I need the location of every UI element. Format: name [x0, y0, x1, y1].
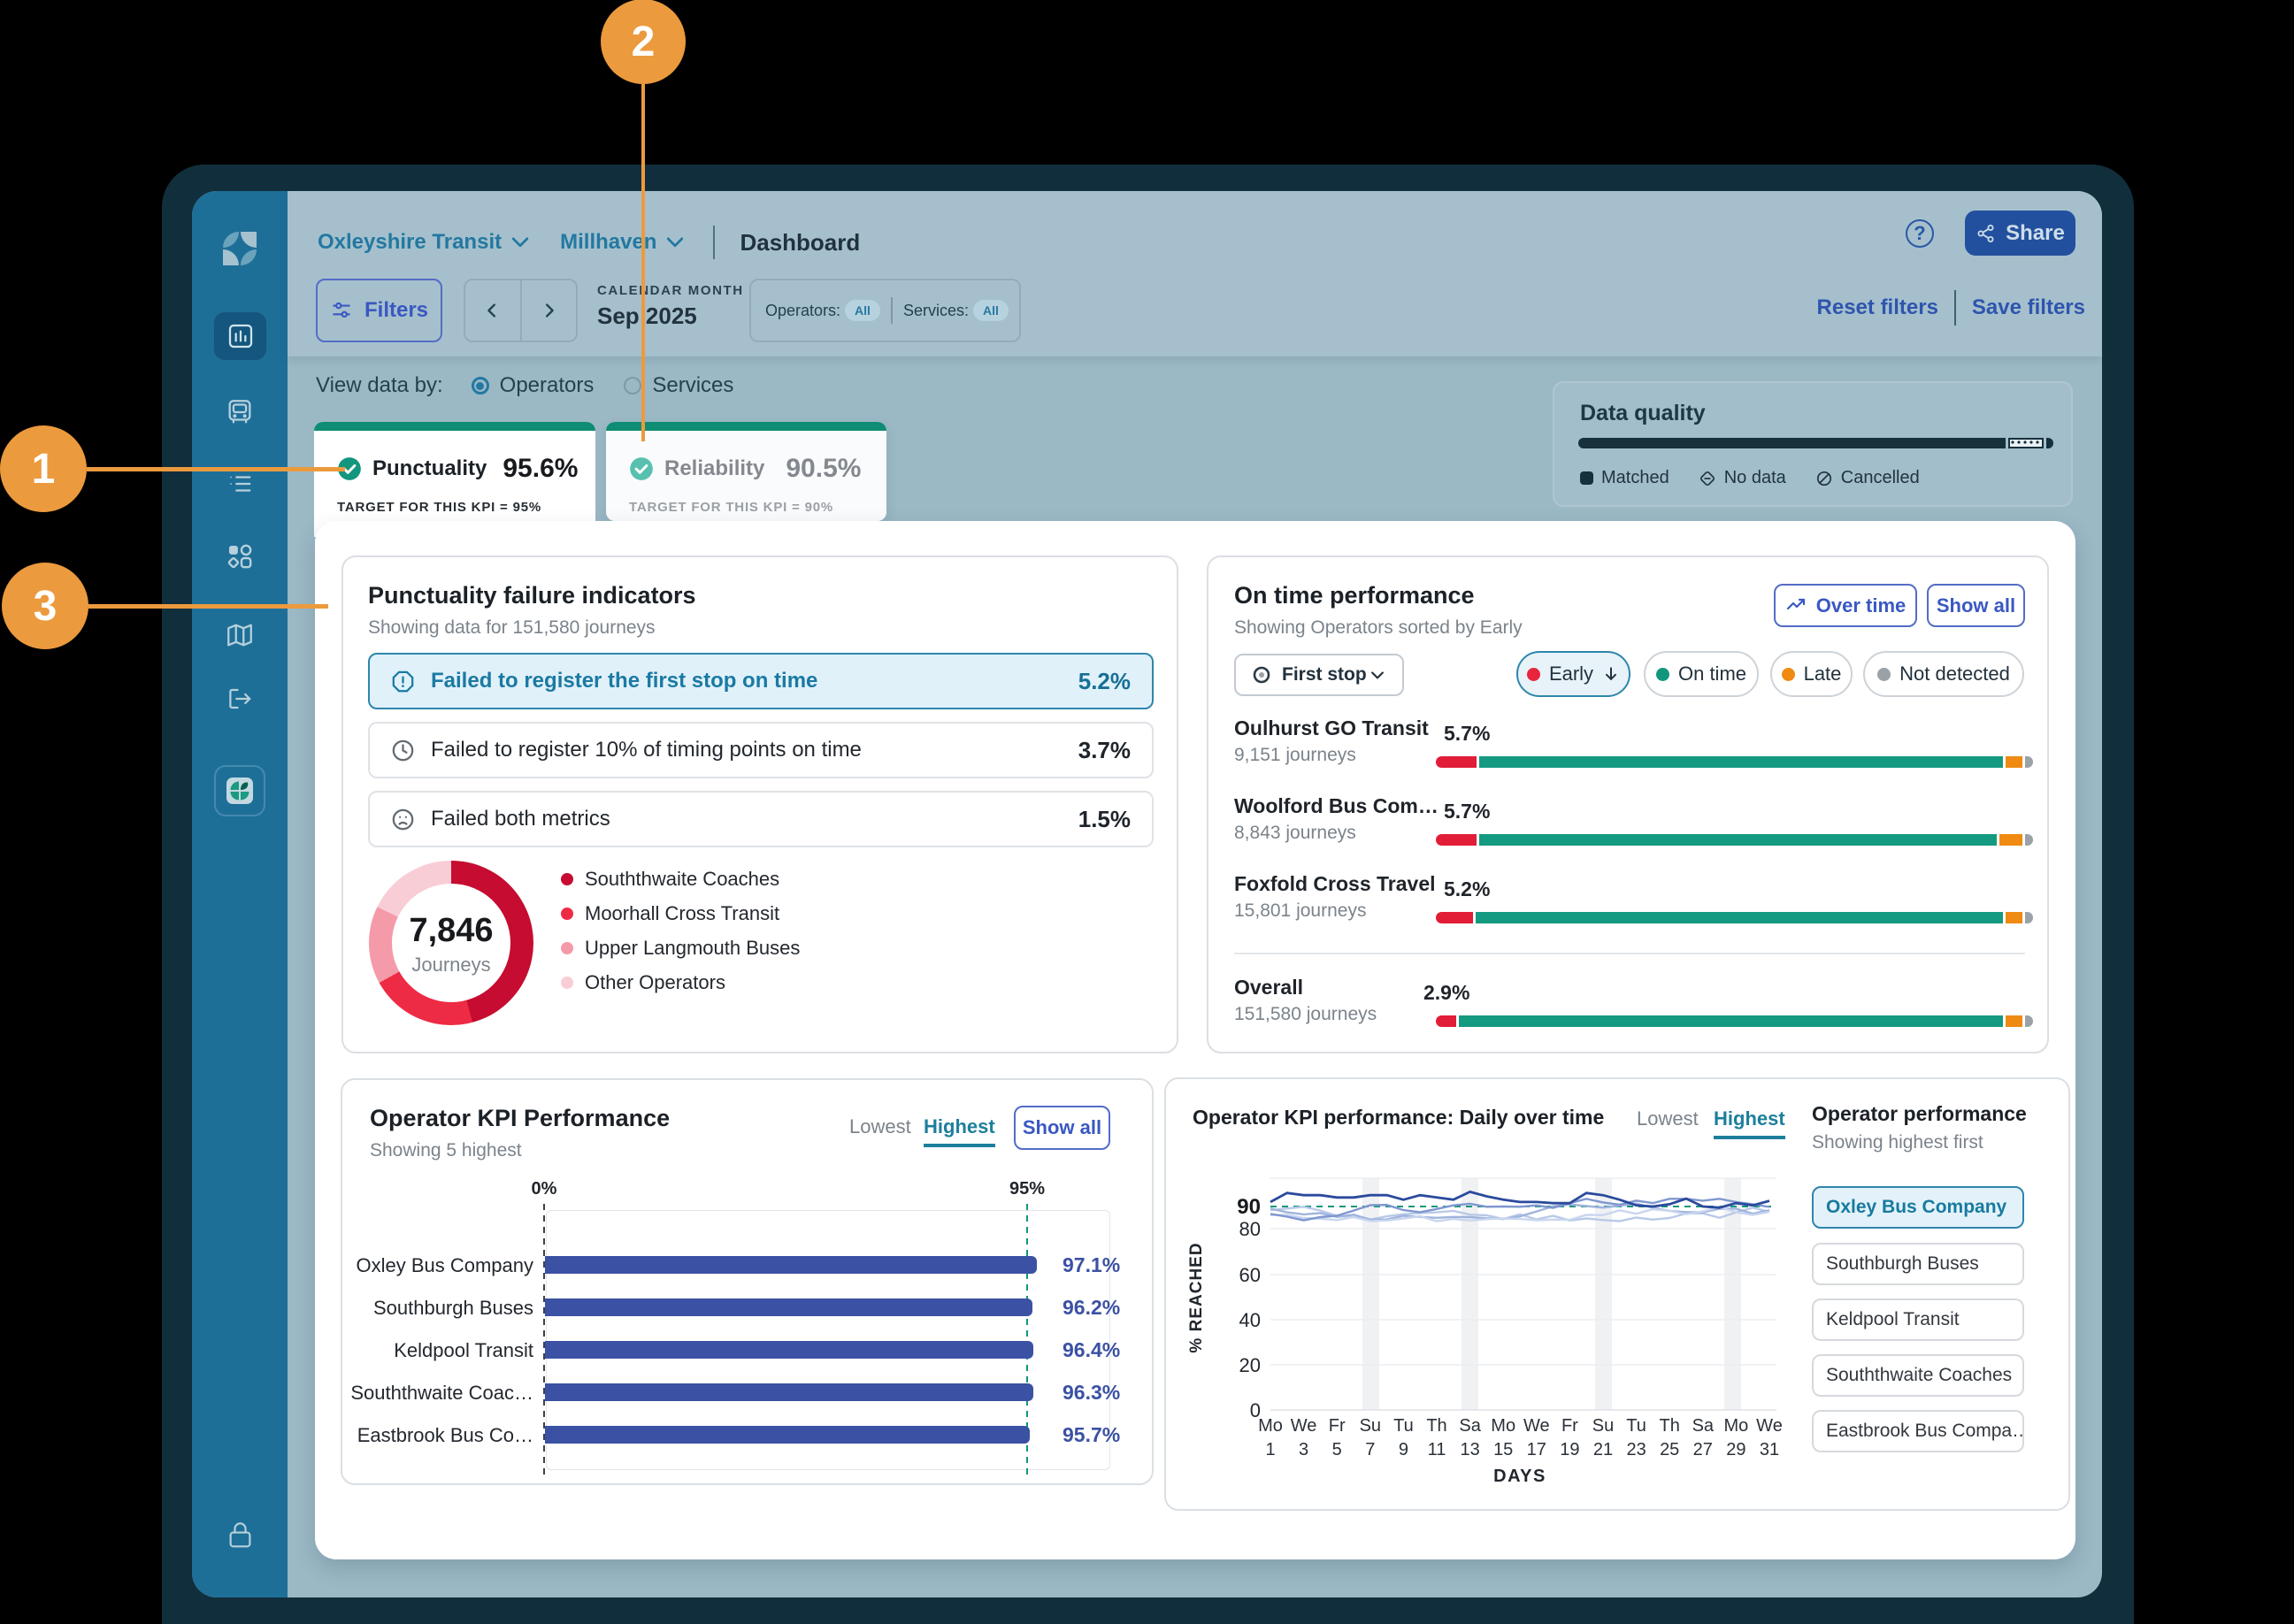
svg-text:40: 40	[1239, 1309, 1261, 1331]
svg-text:% REACHED: % REACHED	[1187, 1242, 1206, 1352]
svg-text:Th: Th	[1660, 1416, 1680, 1436]
svg-text:3: 3	[1299, 1440, 1308, 1459]
svg-text:15: 15	[1493, 1440, 1513, 1459]
svg-text:Su: Su	[1360, 1416, 1381, 1436]
svg-text:31: 31	[1760, 1440, 1779, 1459]
svg-text:7: 7	[1365, 1440, 1375, 1459]
svg-text:27: 27	[1693, 1440, 1713, 1459]
svg-text:80: 80	[1239, 1218, 1261, 1240]
svg-text:Mo: Mo	[1258, 1416, 1283, 1436]
svg-text:23: 23	[1626, 1440, 1646, 1459]
svg-text:11: 11	[1428, 1440, 1446, 1459]
svg-text:Th: Th	[1426, 1416, 1446, 1436]
svg-text:Fr: Fr	[1329, 1416, 1346, 1436]
svg-text:5: 5	[1332, 1440, 1342, 1459]
svg-text:We: We	[1523, 1416, 1550, 1436]
svg-text:25: 25	[1660, 1440, 1679, 1459]
svg-text:DAYS: DAYS	[1493, 1467, 1546, 1486]
svg-text:Tu: Tu	[1393, 1416, 1414, 1436]
svg-text:Mo: Mo	[1724, 1416, 1749, 1436]
svg-text:20: 20	[1239, 1354, 1261, 1376]
svg-text:19: 19	[1560, 1440, 1579, 1459]
svg-text:90: 90	[1237, 1195, 1261, 1219]
svg-text:9: 9	[1399, 1440, 1408, 1459]
svg-text:13: 13	[1460, 1440, 1479, 1459]
svg-text:We: We	[1291, 1416, 1317, 1436]
svg-text:60: 60	[1239, 1264, 1261, 1286]
svg-text:Sa: Sa	[1692, 1416, 1715, 1436]
svg-text:0: 0	[1250, 1399, 1261, 1421]
svg-text:Sa: Sa	[1459, 1416, 1481, 1436]
svg-text:1: 1	[1265, 1440, 1275, 1459]
svg-text:17: 17	[1527, 1440, 1546, 1459]
svg-text:Fr: Fr	[1561, 1416, 1578, 1436]
svg-text:29: 29	[1726, 1440, 1745, 1459]
svg-text:Tu: Tu	[1626, 1416, 1646, 1436]
svg-text:Mo: Mo	[1491, 1416, 1515, 1436]
svg-text:Su: Su	[1592, 1416, 1614, 1436]
svg-text:21: 21	[1593, 1440, 1613, 1459]
svg-text:We: We	[1756, 1416, 1783, 1436]
